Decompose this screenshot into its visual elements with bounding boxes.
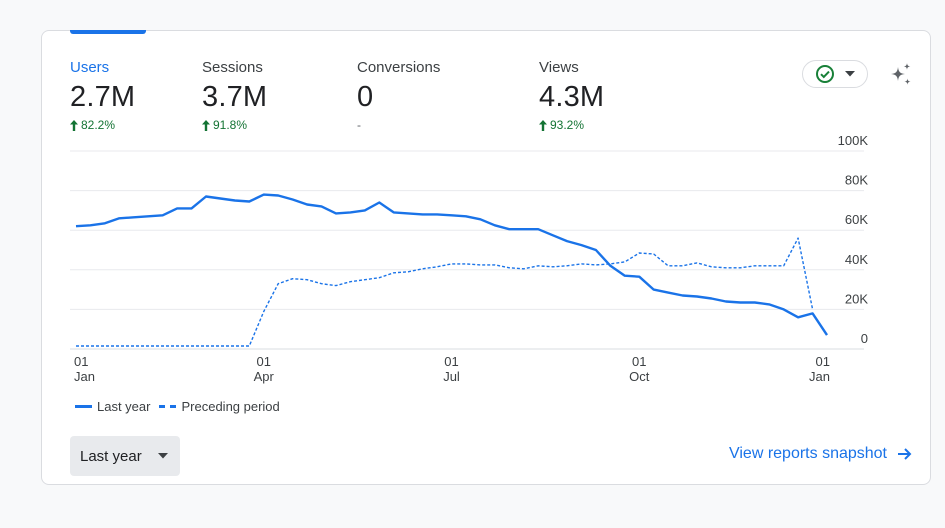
arrow-up-icon (539, 119, 547, 131)
x-tick-month: Jan (74, 369, 95, 384)
x-tick-day: 01 (444, 354, 458, 369)
legend-item-current: Last year (75, 399, 150, 414)
view-reports-snapshot-link[interactable]: View reports snapshot (729, 445, 912, 463)
metric-value: 4.3M (539, 81, 605, 113)
legend-swatch-solid (75, 405, 92, 408)
overview-card: Users 2.7M 82.2% Sessions 3.7M 91.8% Con… (41, 30, 931, 485)
metric-change: - (357, 118, 497, 132)
date-range-value: Last year (80, 447, 142, 465)
x-tick-day: 01 (816, 354, 830, 369)
y-axis-ticks: 0 20K 40K 60K 80K 100K (838, 133, 869, 346)
active-metric-indicator (70, 30, 146, 34)
x-tick-month: Jan (809, 369, 830, 384)
legend-item-previous: Preceding period (159, 399, 280, 414)
x-tick-month: Oct (629, 369, 650, 384)
date-range-select[interactable]: Last year (70, 436, 180, 476)
x-tick-month: Apr (254, 369, 275, 384)
metric-conversions[interactable]: Conversions 0 - (357, 59, 497, 132)
sparkle-icon (891, 63, 911, 85)
series-line-preceding-period (76, 237, 814, 347)
chart-legend: Last year Preceding period (75, 399, 289, 414)
metric-change: 82.2% (70, 118, 210, 132)
metric-value: 3.7M (202, 81, 268, 113)
snapshot-link-label: View reports snapshot (728, 445, 887, 462)
metric-label: Conversions (357, 59, 441, 76)
legend-swatch-dashed (159, 405, 177, 408)
y-tick-label: 20K (845, 291, 868, 306)
metric-value: 0 (357, 81, 374, 113)
metric-change: 91.8% (202, 118, 342, 132)
metric-change: 93.2% (539, 118, 679, 132)
arrow-up-icon (202, 119, 210, 131)
metric-change-value: - (357, 118, 361, 132)
arrow-right-icon (898, 448, 912, 460)
arrow-up-icon (70, 119, 78, 131)
chart-series (75, 193, 828, 347)
x-tick-month: Jul (443, 369, 460, 384)
x-tick-day: 01 (632, 354, 646, 369)
metric-label: Users (70, 59, 110, 76)
check-circle-icon (816, 65, 834, 83)
metric-change-value: 82.2% (81, 118, 116, 132)
status-dropdown[interactable] (802, 60, 868, 88)
metric-sessions[interactable]: Sessions 3.7M 91.8% (202, 59, 342, 132)
metric-label: Sessions (202, 59, 263, 76)
metric-users[interactable]: Users 2.7M 82.2% (70, 59, 210, 132)
caret-down-icon (157, 453, 168, 459)
legend-label: Last year (97, 399, 151, 414)
y-tick-label: 40K (845, 252, 868, 267)
caret-down-icon (845, 71, 855, 77)
series-line-last-year (75, 193, 828, 336)
insights-button[interactable] (886, 59, 916, 89)
y-tick-label: 60K (845, 212, 868, 227)
y-tick-label: 0 (861, 331, 868, 346)
y-tick-label: 80K (845, 173, 868, 188)
x-tick-day: 01 (257, 354, 271, 369)
metric-label: Views (539, 59, 579, 76)
chart-gridlines (70, 150, 864, 350)
metric-views[interactable]: Views 4.3M 93.2% (539, 59, 679, 132)
metric-value: 2.7M (70, 81, 136, 113)
x-tick-day: 01 (74, 354, 88, 369)
legend-label: Preceding period (181, 399, 280, 414)
metric-change-value: 91.8% (213, 118, 248, 132)
y-tick-label: 100K (838, 133, 869, 148)
metric-change-value: 93.2% (550, 118, 585, 132)
